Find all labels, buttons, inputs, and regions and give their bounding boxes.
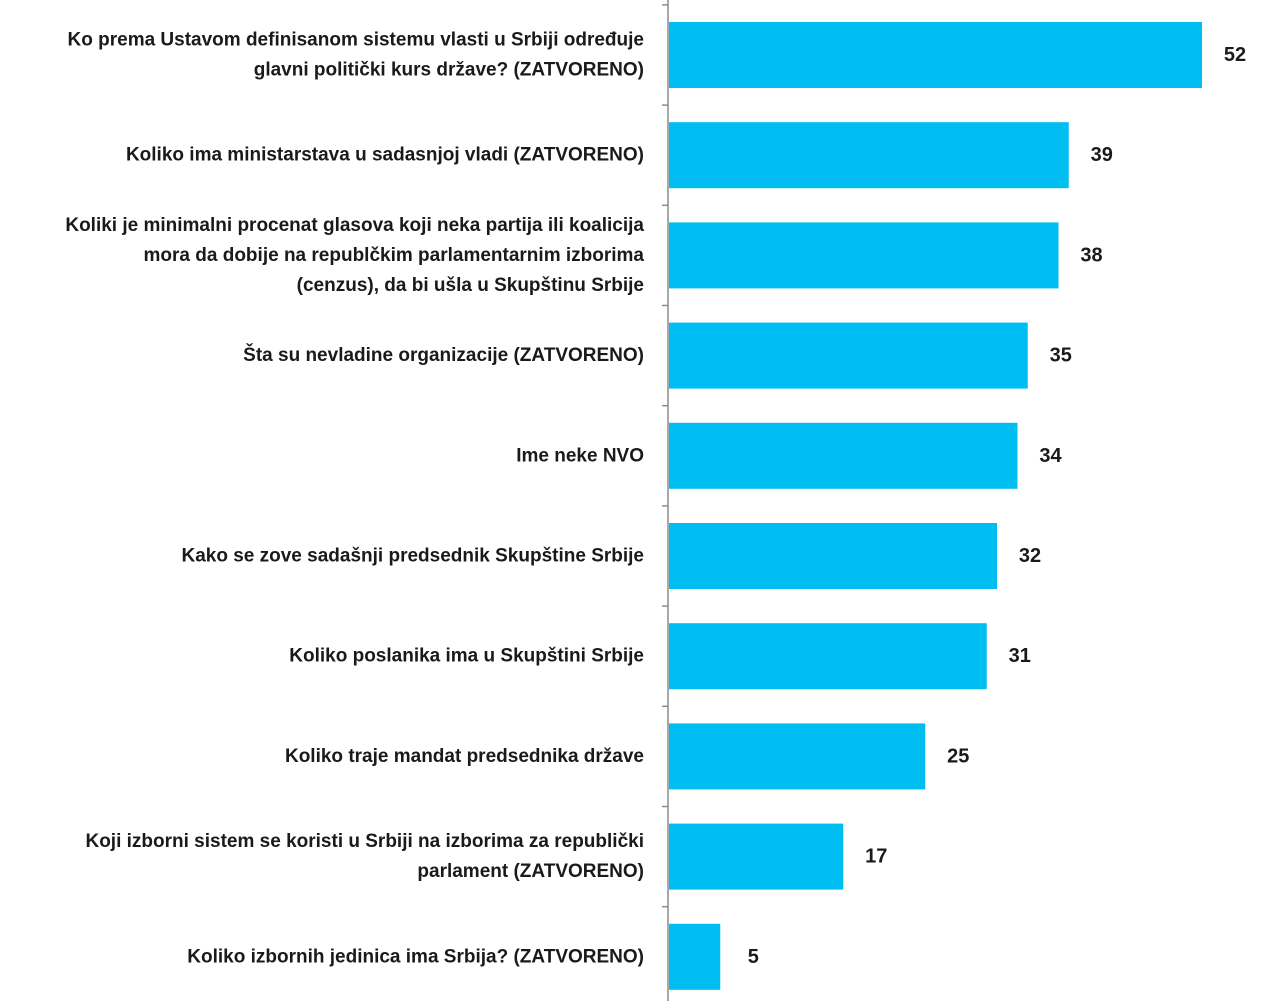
bars-layer (669, 22, 1202, 990)
bar (669, 923, 721, 990)
data-label: 31 (1009, 645, 1031, 667)
bar (669, 623, 987, 690)
category-label: Koliko traje mandat predsednika države (285, 746, 644, 767)
category-labels: Ko prema Ustavom definisanom sistemu vla… (65, 30, 644, 968)
category-label-line: Kako se zove sadašnji predsednik Skupšti… (181, 546, 644, 567)
data-label: 5 (748, 946, 759, 968)
category-label-line: parlament (ZATVORENO) (417, 861, 644, 882)
category-label: Ime neke NVO (516, 445, 644, 466)
bar (669, 322, 1028, 389)
category-label-line: glavni politički kurs države? (ZATVORENO… (254, 60, 644, 81)
category-label: Koliko izbornih jedinica ima Srbija? (ZA… (187, 946, 644, 967)
category-label: Kako se zove sadašnji predsednik Skupšti… (181, 546, 644, 567)
bar (669, 222, 1059, 289)
category-label: Koji izborni sistem se koristi u Srbiji … (85, 831, 644, 882)
category-label: Ko prema Ustavom definisanom sistemu vla… (68, 30, 644, 81)
data-label: 35 (1050, 345, 1072, 367)
category-label-line: Koliko poslanika ima u Skupštini Srbije (289, 646, 644, 667)
bar (669, 523, 997, 589)
data-label: 52 (1224, 44, 1246, 66)
category-label-line: Koliko traje mandat predsednika države (285, 746, 644, 767)
category-label-line: Koliki je minimalni procenat glasova koj… (65, 215, 644, 236)
category-label: Šta su nevladine organizacije (ZATVORENO… (243, 344, 644, 366)
category-label-line: Koliko izbornih jedinica ima Srbija? (ZA… (187, 946, 644, 967)
category-label: Koliko poslanika ima u Skupštini Srbije (289, 646, 644, 667)
data-label: 17 (865, 846, 887, 868)
data-label: 25 (947, 745, 969, 767)
bar (669, 422, 1018, 489)
bar (669, 122, 1069, 189)
category-axis (662, 0, 669, 1001)
category-label-line: Šta su nevladine organizacije (ZATVORENO… (243, 344, 644, 366)
category-label-line: Koliko ima ministarstava u sadasnjoj vla… (126, 145, 644, 166)
category-label-line: (cenzus), da bi ušla u Skupštinu Srbije (297, 275, 644, 296)
category-label-line: mora da dobije na republčkim parlamentar… (144, 245, 645, 266)
category-label-line: Koji izborni sistem se koristi u Srbiji … (85, 831, 644, 852)
data-label: 38 (1080, 244, 1102, 266)
data-label: 32 (1019, 545, 1041, 567)
category-label: Koliko ima ministarstava u sadasnjoj vla… (126, 145, 644, 166)
category-label-line: Ime neke NVO (516, 445, 644, 466)
category-label-line: Ko prema Ustavom definisanom sistemu vla… (68, 30, 644, 51)
data-label: 34 (1039, 445, 1062, 467)
bar (669, 823, 844, 890)
bar (669, 723, 926, 790)
bar (669, 22, 1202, 88)
category-label: Koliki je minimalni procenat glasova koj… (65, 215, 644, 296)
data-label: 39 (1091, 144, 1113, 166)
data-labels: 52 39 38 35 34 32 31 25 17 5 (748, 44, 1246, 968)
